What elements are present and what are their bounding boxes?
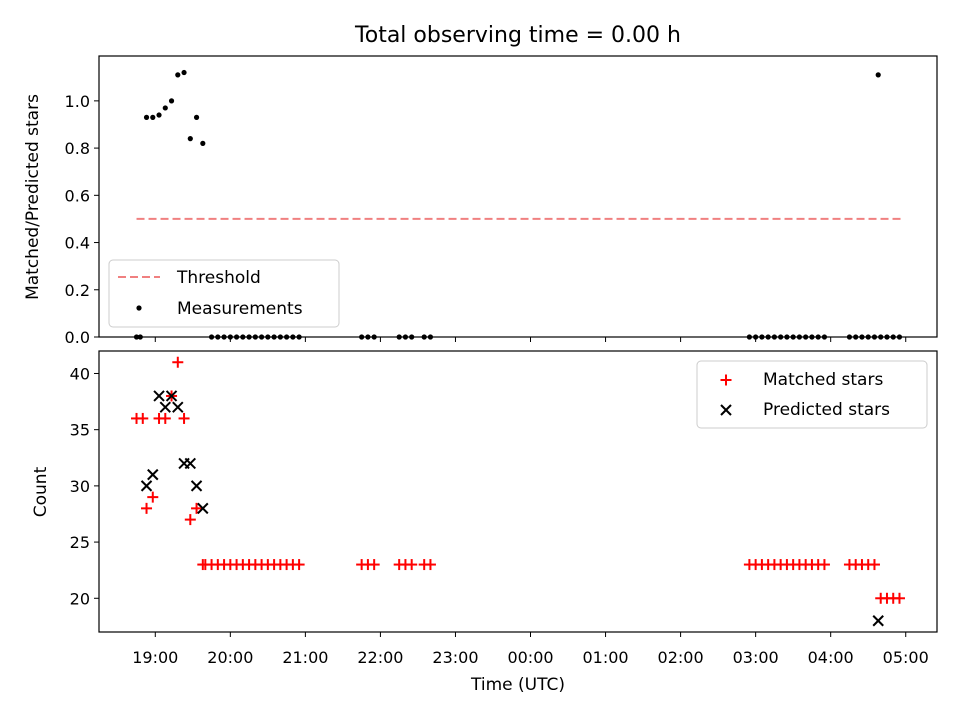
x-tick-label: 23:00 [432, 648, 478, 667]
legend-matched-stars-label: Matched stars [763, 370, 883, 390]
y-tick-label: 30 [70, 477, 90, 496]
y-tick-label: 40 [70, 364, 90, 383]
star-count-x-axis-label: Time (UTC) [470, 675, 565, 695]
y-tick-label: 25 [70, 533, 90, 552]
matched-star-point [368, 559, 380, 571]
star-count-plot-frame [98, 350, 938, 633]
matched-star-point [868, 559, 880, 571]
measurement-point [150, 114, 156, 120]
star-count-y-ticks: 20 25 30 35 40 [70, 364, 99, 608]
measurement-point [187, 136, 193, 142]
x-tick-label: 21:00 [282, 648, 328, 667]
matched-star-point [818, 559, 830, 571]
y-tick-label: 0.0 [65, 328, 90, 347]
measurement-point [162, 105, 168, 111]
matched-star-point [293, 559, 305, 571]
star-count-panel: 20 25 30 35 40 19:00 20:00 21:00 22:00 23:00 00:0… [31, 350, 938, 695]
predicted-star-point [153, 390, 165, 402]
matched-star-point [147, 491, 159, 503]
star-count-y-axis-label: Count [31, 466, 51, 517]
predicted-star-point [147, 468, 159, 481]
measurement-point [156, 112, 162, 118]
predicted-star-point [184, 457, 197, 470]
y-tick-label: 0.8 [65, 139, 90, 158]
star-count-legend: Matched stars Predicted stars [696, 360, 928, 429]
matched-star-point [406, 559, 418, 571]
predicted-star-point [159, 401, 171, 413]
matched-star-point [172, 356, 184, 368]
x-tick-label: 04:00 [808, 648, 854, 667]
x-tick-label: 20:00 [207, 648, 253, 667]
y-tick-label: 0.6 [65, 186, 90, 205]
matched-star-point [893, 592, 905, 604]
matched-ratio-y-axis-label: Matched/Predicted stars [23, 94, 43, 300]
legend-measurements-label: Measurements [177, 299, 303, 319]
predicted-star-point [197, 502, 209, 515]
legend-measurements-swatch [136, 305, 142, 311]
predicted-star-point [190, 480, 203, 492]
x-tick-label: 19:00 [132, 648, 178, 667]
top-chart-title: Total observing time = 0.00 h [354, 23, 681, 48]
x-tick-label: 00:00 [507, 648, 553, 667]
matched-ratio-y-ticks: 0.0 0.2 0.4 0.6 0.8 1.0 [65, 92, 99, 347]
measurement-point [175, 72, 181, 78]
predicted-star-point [140, 480, 153, 492]
y-tick-label: 20 [70, 589, 90, 608]
legend-matched-stars-swatch [720, 374, 732, 386]
y-tick-label: 0.4 [65, 234, 90, 253]
x-tick-label: 02:00 [658, 648, 704, 667]
legend-predicted-stars-label: Predicted stars [763, 400, 890, 420]
matched-star-point [424, 559, 436, 571]
y-tick-label: 35 [70, 421, 90, 440]
predicted-star-point [165, 390, 178, 402]
star-count-x-ticks: 19:00 20:00 21:00 22:00 23:00 00:00 01:00 02:00… [132, 632, 929, 667]
measurement-point [143, 114, 150, 120]
legend-predicted-stars-swatch [720, 404, 732, 416]
matched-ratio-x-ticks [154, 337, 907, 342]
matched-ratio-plot-frame [98, 55, 938, 338]
matched-star-point [141, 502, 153, 514]
matched-ratio-legend-box [108, 259, 340, 328]
y-tick-label: 0.2 [65, 281, 90, 300]
star-count-plot-area [131, 356, 905, 627]
x-tick-label: 05:00 [883, 648, 929, 667]
star-count-legend-box [696, 360, 928, 429]
x-tick-label: 03:00 [733, 648, 779, 667]
matched-star-point [184, 514, 196, 526]
matched-ratio-plot-area [133, 69, 903, 340]
legend-threshold-label: Threshold [176, 268, 261, 288]
measurement-point [875, 72, 881, 78]
matched-star-point [178, 412, 190, 424]
measurement-point [193, 114, 200, 120]
matched-ratio-legend: Threshold Measurements [108, 259, 340, 328]
y-tick-label: 1.0 [65, 92, 90, 111]
predicted-star-point [172, 401, 184, 413]
legend-matched-marker [720, 374, 732, 386]
predicted-star-point [872, 615, 884, 627]
x-tick-label: 22:00 [357, 648, 403, 667]
x-tick-label: 01:00 [582, 648, 628, 667]
matched-ratio-panel: 0.0 0.2 0.4 0.6 0.8 1.0 Matched/Predicted sta… [23, 55, 938, 347]
measurement-point [181, 69, 187, 76]
measurement-point [200, 140, 206, 146]
matched-star-point [137, 412, 149, 424]
legend-predicted-marker [720, 404, 732, 416]
matched-star-point [159, 412, 171, 424]
measurement-point [168, 98, 175, 104]
matched-star-point [191, 502, 203, 514]
